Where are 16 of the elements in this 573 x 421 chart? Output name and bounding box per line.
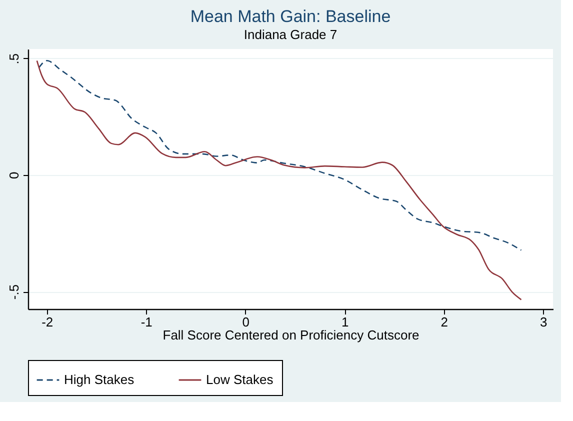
y-tick-label: -.5: [6, 284, 22, 300]
chart-title: Mean Math Gain: Baseline: [190, 7, 391, 26]
x-tick-label: 1: [341, 314, 349, 330]
line-series: [36, 60, 522, 300]
legend-label: Low Stakes: [206, 372, 274, 387]
x-tick-label: 2: [440, 314, 448, 330]
y-tick-label: 0: [6, 172, 22, 180]
x-tick-label: 3: [540, 314, 548, 330]
legend-label: High Stakes: [64, 372, 135, 387]
line-series: [38, 60, 522, 251]
x-axis-title: Fall Score Centered on Proficiency Cutscore: [162, 328, 420, 342]
x-tick-label: -1: [140, 314, 152, 330]
x-tick-label: 0: [242, 314, 250, 330]
y-tick-label: .5: [6, 53, 22, 64]
x-tick-label: -2: [42, 314, 54, 330]
chart-subtitle: Indiana Grade 7: [244, 27, 338, 42]
